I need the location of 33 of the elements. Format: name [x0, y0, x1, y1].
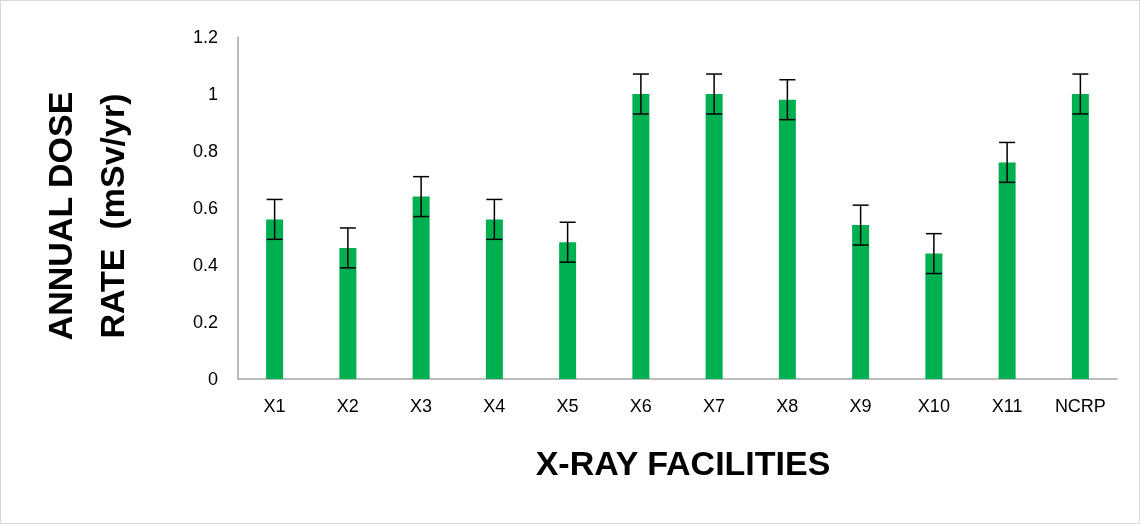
bar [925, 253, 943, 379]
x-tick-label: X3 [410, 396, 433, 416]
x-tick-label: X5 [556, 396, 579, 416]
y-tick-label: 0.8 [192, 141, 218, 161]
bar [339, 247, 357, 379]
y-tick-label: 1 [207, 84, 218, 104]
bar [998, 162, 1016, 379]
x-tick-label: X8 [776, 396, 799, 416]
bar [266, 219, 284, 379]
x-tick-label: X9 [849, 396, 872, 416]
bar [632, 94, 650, 379]
x-tick-label: NCRP [1054, 396, 1106, 416]
x-axis-title: X-RAY FACILITIES [535, 444, 831, 482]
bar [412, 196, 430, 379]
bar [705, 94, 723, 379]
y-tick-label: 1.2 [192, 27, 218, 47]
x-tick-label: X11 [991, 396, 1023, 416]
bar [559, 242, 577, 379]
y-tick-label: 0.6 [192, 198, 218, 218]
x-tick-label: X7 [703, 396, 726, 416]
y-tick-label: 0 [207, 369, 218, 389]
bar [852, 225, 870, 379]
y-axis-title: ANNUAL DOSE RATE (mSv/yr) [41, 91, 131, 341]
bar [1071, 94, 1089, 379]
y-tick-label: 0.2 [192, 312, 218, 332]
bar [485, 219, 503, 379]
x-tick-label: X4 [483, 396, 506, 416]
x-tick-label: X6 [629, 396, 652, 416]
x-tick-label: X10 [917, 396, 950, 416]
bar [778, 99, 796, 379]
x-tick-label: X2 [336, 396, 359, 416]
x-tick-label: X1 [263, 396, 286, 416]
y-tick-label: 0.4 [192, 255, 218, 275]
